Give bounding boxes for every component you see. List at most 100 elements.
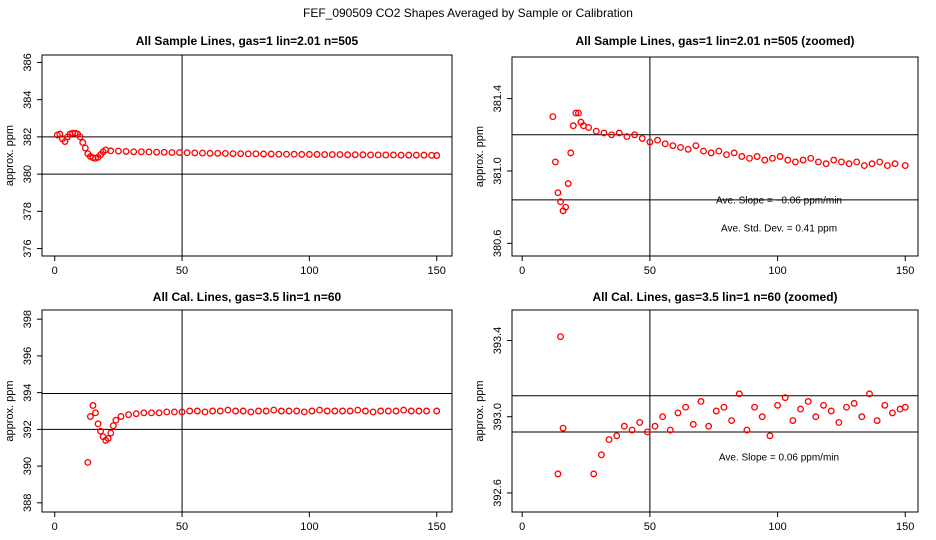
- point: [697, 398, 705, 405]
- point: [638, 134, 646, 142]
- point: [382, 151, 390, 159]
- point: [155, 409, 163, 417]
- x-tick-label: 100: [300, 521, 318, 533]
- point: [781, 394, 789, 402]
- point: [232, 407, 239, 415]
- point: [628, 426, 636, 434]
- point: [216, 407, 224, 415]
- point: [549, 113, 557, 121]
- point: [400, 406, 408, 414]
- x-tick-label: 100: [300, 265, 318, 277]
- point: [822, 160, 830, 168]
- x-tick-label: 0: [519, 265, 525, 277]
- point: [346, 407, 354, 415]
- point: [224, 406, 232, 414]
- annotation: Ave. Std. Dev. = 0.41 ppm: [721, 224, 837, 235]
- point: [636, 418, 644, 426]
- point: [889, 409, 896, 417]
- panel-title: All Sample Lines, gas=1 lin=2.01 n=505: [136, 34, 359, 48]
- x-tick-label: 50: [644, 521, 656, 533]
- point: [557, 198, 564, 206]
- point: [374, 151, 382, 159]
- point: [331, 407, 339, 415]
- point: [789, 417, 797, 424]
- point: [76, 133, 84, 141]
- point: [433, 152, 441, 159]
- annotation: Ave. Slope = −0.06 ppm/min: [716, 196, 842, 207]
- plot-frame: [41, 54, 453, 257]
- panel: All Cal. Lines, gas=3.5 lin=1 n=60 (zoom…: [474, 290, 919, 533]
- point: [692, 142, 700, 150]
- point: [397, 151, 405, 159]
- point: [799, 156, 807, 164]
- point: [738, 153, 746, 160]
- point: [300, 408, 308, 416]
- point: [262, 407, 270, 415]
- point: [328, 151, 336, 159]
- point: [423, 407, 430, 415]
- y-tick-label: 394: [22, 383, 34, 401]
- point: [728, 417, 736, 424]
- point: [323, 407, 331, 415]
- point: [669, 142, 677, 150]
- point: [237, 150, 245, 158]
- point: [564, 180, 572, 188]
- point: [145, 148, 153, 156]
- point: [883, 162, 891, 169]
- point: [79, 139, 87, 146]
- plot-frame: [511, 56, 919, 257]
- point: [654, 136, 661, 144]
- point: [389, 151, 397, 159]
- y-axis-label: approx. ppm: [4, 380, 16, 441]
- point: [104, 435, 112, 442]
- point: [746, 154, 753, 162]
- point: [807, 154, 815, 162]
- point: [715, 147, 723, 155]
- point: [84, 458, 92, 466]
- point: [377, 407, 385, 415]
- point: [285, 407, 293, 415]
- point: [168, 149, 176, 156]
- point: [94, 420, 102, 428]
- plot-frame: [511, 309, 919, 513]
- point: [661, 140, 669, 148]
- point: [293, 407, 301, 415]
- point: [229, 150, 237, 158]
- point: [420, 151, 428, 159]
- point: [891, 160, 899, 168]
- point: [308, 407, 316, 415]
- point: [659, 413, 667, 421]
- point: [804, 398, 812, 405]
- x-tick-label: 0: [52, 265, 58, 277]
- point: [132, 410, 140, 418]
- point: [252, 150, 260, 158]
- point: [354, 406, 362, 414]
- point: [183, 149, 191, 157]
- point: [814, 158, 822, 166]
- y-tick-label: 393.4: [492, 327, 504, 355]
- point: [677, 144, 684, 151]
- point: [866, 390, 873, 398]
- point: [551, 158, 559, 166]
- y-tick-label: 386: [22, 53, 34, 71]
- point: [700, 147, 707, 155]
- point: [623, 133, 631, 141]
- point: [201, 408, 209, 416]
- point: [81, 144, 89, 152]
- y-tick-label: 376: [22, 239, 34, 257]
- panel: All Sample Lines, gas=1 lin=2.01 n=505 ap…: [4, 34, 453, 277]
- point: [313, 150, 321, 158]
- y-tick-label: 381.4: [492, 85, 504, 113]
- point: [705, 422, 713, 430]
- point: [109, 422, 117, 430]
- y-tick-label: 388: [22, 494, 34, 512]
- y-tick-label: 380.6: [492, 230, 504, 258]
- point: [255, 407, 262, 415]
- point: [433, 407, 441, 415]
- point: [860, 162, 868, 169]
- point: [247, 408, 255, 416]
- x-tick-label: 100: [768, 521, 786, 533]
- point: [130, 148, 138, 156]
- point: [868, 160, 876, 168]
- point: [881, 401, 889, 409]
